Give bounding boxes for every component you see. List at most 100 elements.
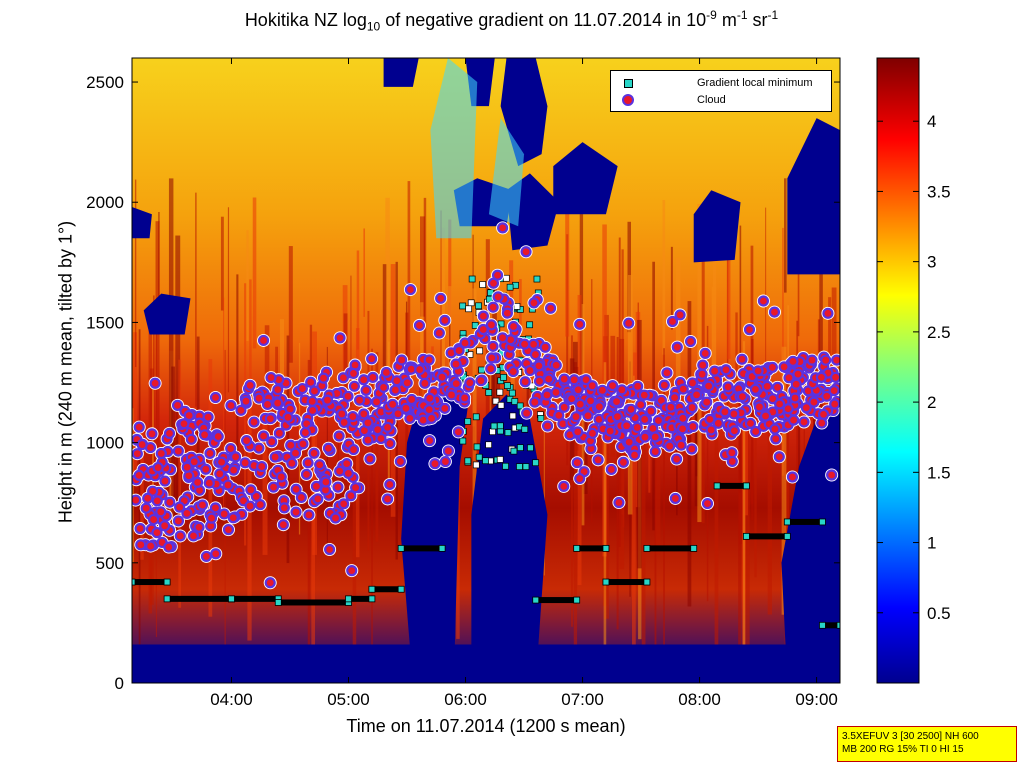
cloud-point [617,456,629,468]
cloud-point [808,396,820,408]
cloud-point [477,323,489,336]
cloud-point [574,472,586,485]
cloud-point [225,399,237,412]
cloud-point [610,396,623,408]
gradient-minimum-segment [746,533,788,540]
cloud-point [787,355,799,367]
cloud-point [816,417,828,429]
cloud-point [151,495,163,507]
cloud-point [831,354,840,366]
heatmap-streak [385,197,390,367]
cloud-point [183,409,195,422]
gradient-minimum-segment [401,545,443,552]
cloud-point [475,375,487,387]
cloud-point [759,410,772,422]
gradient-minimum-marker [510,447,518,455]
cloud-point [380,366,392,379]
cloud-point [593,401,605,413]
heatmap-streak [663,348,665,653]
cloud-point [524,364,536,377]
gradient-minimum-marker [573,596,581,604]
cloud-point [132,448,143,460]
gradient-minimum-marker [468,275,476,283]
cloud-point [282,411,294,423]
cloud-point [391,375,403,387]
cloud-point [485,363,497,375]
cloud-point [452,426,465,438]
cloud-point [401,377,413,389]
x-tick-label: 06:00 [444,690,487,709]
cloud-point [631,421,643,434]
cloud-point [240,395,252,407]
gradient-minimum-marker [783,532,791,540]
gradient-minimum-segment [576,545,606,552]
gradient-minimum-marker [512,281,519,289]
cloud-point [553,409,565,422]
cloud-point [757,295,770,307]
cloud-point [623,317,635,329]
cloud-point [200,463,212,475]
cloud-point [778,361,790,373]
cloud-point [345,490,357,502]
cloud-point [533,375,546,387]
mid-value-region [488,118,525,227]
cloud-point [677,412,689,424]
gradient-minimum-marker [472,413,480,421]
cloud-point [413,319,426,332]
heatmap-streak [140,426,144,560]
cloud-point [674,309,686,321]
cloud-point [244,500,256,512]
cloud-point [193,521,205,533]
cloud-point [770,433,782,445]
cloud-point [253,442,265,454]
mid-value-region [430,58,478,239]
low-value-region [787,118,840,275]
cloud-point [348,380,360,392]
cloud-point [439,455,452,468]
cloud-point [245,484,257,496]
gradient-minimum-marker [506,283,514,291]
cloud-point [439,314,451,326]
cloud-point [676,423,689,435]
cloud-point [453,344,465,357]
cloud-point [308,385,321,397]
cloud-point [317,372,330,384]
cloud-point [464,377,476,389]
cloud-point [209,502,222,514]
cloud-point [205,512,218,524]
heatmap-streak [175,235,181,526]
cloud-point [389,384,401,396]
gradient-minimum-segment [646,545,694,552]
cloud-point [521,407,533,419]
cloud-point [684,335,697,348]
cloud-point [172,515,185,527]
cloud-point [289,447,302,459]
gradient-minimum-marker [508,389,516,397]
cloud-point [487,340,499,352]
y-axis-label: Height in m (240 m mean, tilted by 1°) [55,220,76,524]
cloud-point [677,383,689,395]
x-tick-label: 05:00 [327,690,370,709]
cloud-point [278,502,290,514]
cloud-point [787,414,800,426]
cloud-point [701,396,713,408]
heatmap-streak [603,362,607,659]
low-value-region [143,293,191,335]
cloud-point [459,337,471,349]
gradient-minimum-segment [371,586,402,593]
cloud-point [300,468,313,480]
cloud-point [366,353,378,365]
heatmap-streak [350,275,352,407]
cloud-point [134,522,146,535]
gradient-minimum-marker [490,422,498,430]
heatmap-streak [375,352,379,542]
cloud-point [485,319,498,331]
cloud-point [558,401,570,413]
cloud-point [719,406,731,418]
cloud-point [200,550,213,563]
gradient-minimum-marker [500,373,507,381]
cloud-point [528,297,540,309]
low-value-region [401,394,468,683]
heatmap-streak [738,402,742,671]
y-tick-label: 500 [96,554,124,573]
